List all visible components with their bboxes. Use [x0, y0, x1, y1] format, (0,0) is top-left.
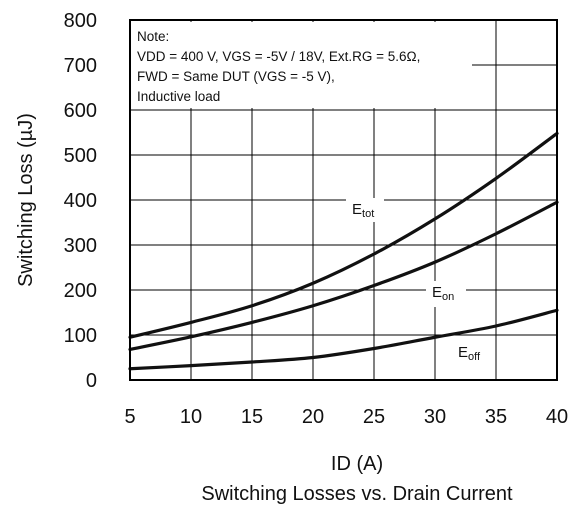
y-tick-label: 200 [64, 280, 97, 302]
eon-label-bg [426, 281, 466, 307]
y-tick-label: 0 [86, 370, 97, 392]
y-tick-label: 600 [64, 100, 97, 122]
x-tick-label: 20 [302, 406, 324, 428]
series-line-etot [128, 131, 559, 339]
y-tick-label: 100 [64, 325, 97, 347]
y-tick-labels: 0 100 200 300 400 500 600 700 800 [64, 10, 97, 392]
plot-frame [129, 19, 558, 381]
series-line-eoff [128, 308, 559, 371]
y-axis-title: Switching Loss (µJ) [15, 113, 37, 287]
eoff-label-bg [454, 341, 494, 367]
x-axis-title: ID (A) [331, 453, 383, 475]
y-tick-label: 700 [64, 55, 97, 77]
y-tick-label: 500 [64, 145, 97, 167]
y-tick-label: 400 [64, 190, 97, 212]
note-line-3: FWD = Same DUT (VGS = -5 V), [137, 69, 335, 84]
note-line-2: VDD = 400 V, VGS = -5V / 18V, Ext.RG = 5… [137, 49, 420, 64]
series-label-eon: Eon [432, 284, 454, 303]
x-tick-label: 10 [180, 406, 202, 428]
y-tick-label: 300 [64, 235, 97, 257]
y-tick-label: 800 [64, 10, 97, 32]
series-curves [128, 131, 559, 371]
series-line-eon [128, 200, 559, 351]
note-line-1: Note: [137, 29, 169, 44]
x-tick-label: 40 [546, 406, 568, 428]
x-tick-label: 5 [124, 406, 135, 428]
x-tick-labels: 5 10 15 20 25 30 35 40 [124, 406, 568, 428]
series-label-etot: Etot [352, 201, 374, 220]
etot-label-bg [346, 198, 384, 222]
x-tick-label: 15 [241, 406, 263, 428]
note-line-4: Inductive load [137, 89, 220, 104]
note-box [130, 22, 472, 108]
x-tick-label: 35 [485, 406, 507, 428]
series-label-eoff: Eoff [458, 344, 481, 363]
x-tick-label: 30 [424, 406, 446, 428]
chart-title: Switching Losses vs. Drain Current [201, 483, 513, 505]
x-tick-label: 25 [363, 406, 385, 428]
